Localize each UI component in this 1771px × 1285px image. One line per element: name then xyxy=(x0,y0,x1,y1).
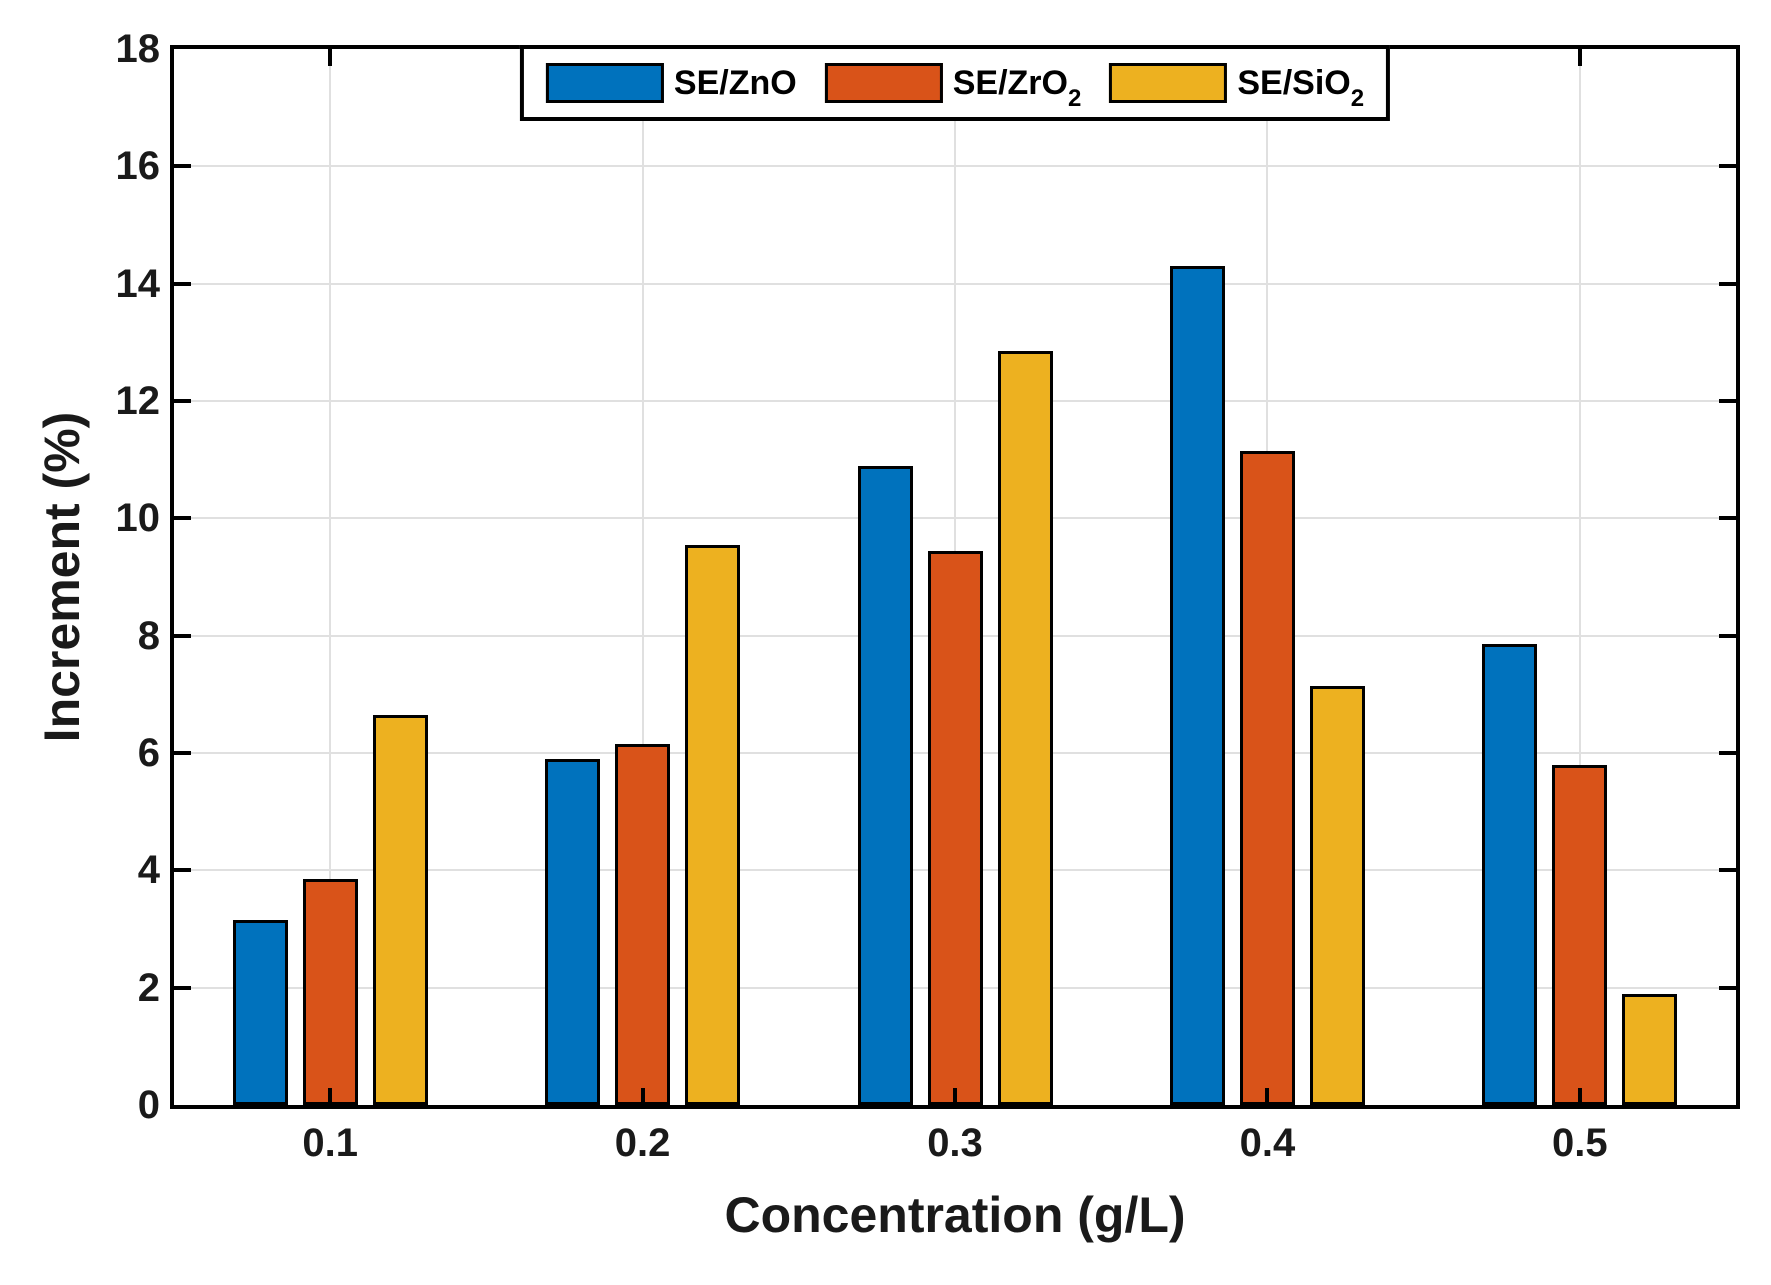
legend-label: SE/SiO2 xyxy=(1237,64,1365,112)
tick-x-top-0.1 xyxy=(328,49,333,66)
y-tick-label-8: 8 xyxy=(137,613,160,658)
y-tick-label-10: 10 xyxy=(115,496,161,541)
bar-se-zro2-0.1 xyxy=(302,879,358,1105)
y-tick-label-6: 6 xyxy=(137,731,160,775)
tick-y-right-2 xyxy=(1719,985,1736,990)
legend-label: SE/ZrO2 xyxy=(952,64,1082,112)
bar-se-sio2-0.4 xyxy=(1309,685,1365,1105)
y-axis-label: Increment (%) xyxy=(34,411,90,743)
legend: SE/ZnO SE/ZrO2 SE/SiO2 xyxy=(519,45,1391,121)
bar-se-zro2-0.5 xyxy=(1552,764,1608,1105)
bar-se-zro2-0.3 xyxy=(927,550,983,1105)
y-tick-label-18: 18 xyxy=(115,27,161,71)
x-axis-label: Concentration (g/L) xyxy=(724,1187,1186,1243)
legend-swatch xyxy=(824,63,943,103)
gridline-x-0.2 xyxy=(641,49,644,1105)
tick-x-bottom-0.1 xyxy=(328,1088,333,1105)
legend-entry-se-zno: SE/ZnO xyxy=(545,63,797,103)
tick-x-bottom-0.4 xyxy=(1265,1088,1270,1105)
plot-area: SE/ZnO SE/ZrO2 SE/SiO2 xyxy=(170,45,1740,1109)
y-tick-label-0: 0 xyxy=(137,1083,160,1127)
bar-se-zno-0.2 xyxy=(545,758,601,1105)
y-tick-label-4: 4 xyxy=(137,848,160,893)
bar-se-zno-0.4 xyxy=(1169,266,1225,1105)
tick-y-left-4 xyxy=(174,868,191,873)
gridline-x-0.1 xyxy=(329,49,332,1105)
legend-label: SE/ZnO xyxy=(673,64,797,102)
tick-y-right-8 xyxy=(1719,633,1736,638)
tick-y-left-8 xyxy=(174,633,191,638)
tick-x-bottom-0.2 xyxy=(640,1088,645,1105)
x-tick-label-0.1: 0.1 xyxy=(302,1121,358,1165)
tick-y-left-10 xyxy=(174,516,191,521)
bar-se-zro2-0.4 xyxy=(1239,450,1295,1105)
tick-y-right-12 xyxy=(1719,399,1736,403)
tick-y-left-14 xyxy=(174,281,191,286)
bar-se-zro2-0.2 xyxy=(615,744,671,1105)
tick-x-bottom-0.5 xyxy=(1577,1088,1582,1105)
tick-y-right-16 xyxy=(1719,164,1736,169)
bar-se-sio2-0.5 xyxy=(1622,993,1678,1105)
y-tick-label-14: 14 xyxy=(115,261,161,306)
tick-y-right-10 xyxy=(1719,516,1736,521)
tick-y-left-16 xyxy=(174,164,191,169)
bar-se-zno-0.1 xyxy=(232,920,288,1105)
tick-y-left-2 xyxy=(174,985,191,990)
x-tick-label-0.4: 0.4 xyxy=(1239,1121,1296,1165)
tick-y-left-6 xyxy=(174,751,191,755)
tick-y-right-6 xyxy=(1719,751,1736,755)
x-tick-label-0.3: 0.3 xyxy=(927,1121,983,1165)
legend-swatch xyxy=(545,63,664,103)
tick-x-top-0.5 xyxy=(1577,49,1582,66)
gridline-x-0.5 xyxy=(1578,49,1581,1105)
y-tick-label-16: 16 xyxy=(115,144,161,189)
tick-y-left-12 xyxy=(174,399,191,403)
bar-se-sio2-0.2 xyxy=(685,544,741,1105)
legend-entry-se-sio2: SE/SiO2 xyxy=(1109,63,1365,112)
tick-y-right-4 xyxy=(1719,868,1736,873)
y-tick-label-2: 2 xyxy=(137,965,160,1010)
bar-se-zno-0.3 xyxy=(857,465,913,1105)
x-tick-label-0.2: 0.2 xyxy=(614,1121,671,1165)
legend-entry-se-zro2: SE/ZrO2 xyxy=(824,63,1082,112)
bar-se-sio2-0.1 xyxy=(372,714,428,1105)
tick-x-bottom-0.3 xyxy=(953,1088,957,1105)
y-tick-label-12: 12 xyxy=(115,379,161,423)
bar-se-zno-0.5 xyxy=(1482,644,1538,1105)
x-tick-label-0.5: 0.5 xyxy=(1551,1121,1608,1165)
legend-swatch xyxy=(1109,63,1228,103)
bar-se-sio2-0.3 xyxy=(997,351,1053,1105)
tick-y-right-14 xyxy=(1719,281,1736,286)
